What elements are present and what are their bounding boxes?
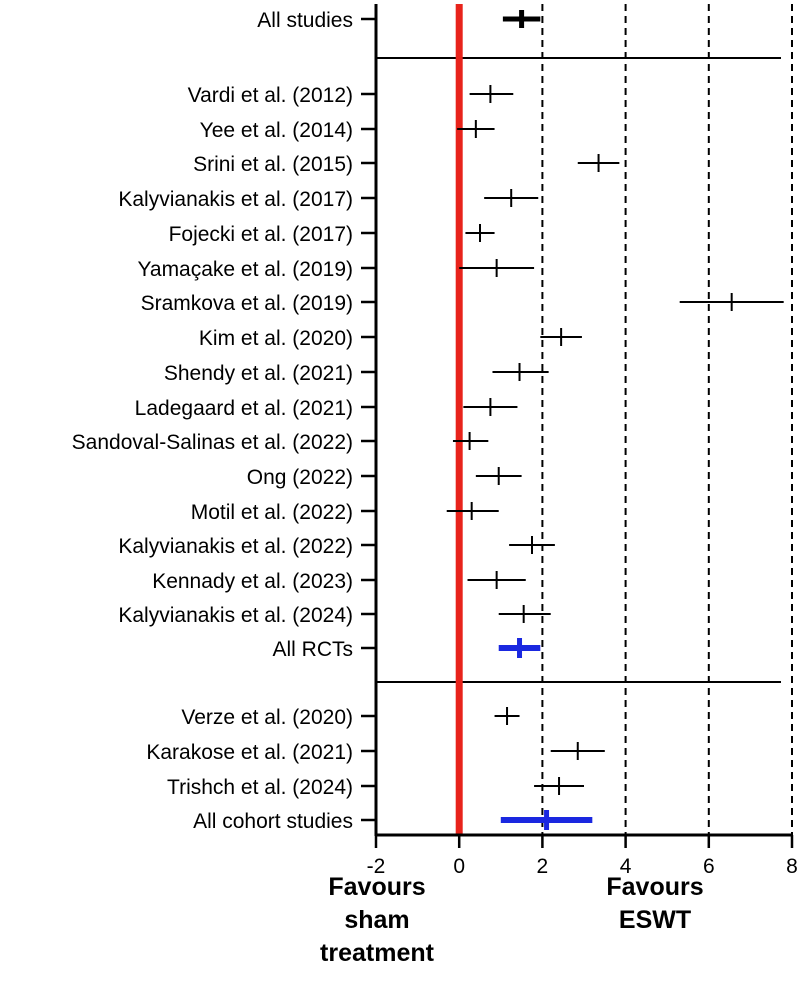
x-tick-label-0: -2 [367,855,386,878]
study-label-fojecki-et-al-2017: Fojecki et al. (2017) [169,223,353,246]
gridlines [541,4,793,835]
x-tick-label-3: 4 [620,855,632,878]
estimate-sramkova-et-al-2019 [679,293,784,311]
estimate-fojecki-et-al-2017 [465,224,495,242]
favours-eswt-line-1: ESWT [619,906,691,934]
study-label-all-cohort-studies: All cohort studies [193,810,353,833]
study-label-kalyvianakis-et-al-2024: Kalyvianakis et al. (2024) [118,604,353,627]
estimate-karakose-et-al-2021 [550,742,605,760]
study-label-yee-et-al-2014: Yee et al. (2014) [200,119,353,142]
estimate-kim-et-al-2020 [540,328,582,346]
study-label-karakose-et-al-2021: Karakose et al. (2021) [146,741,353,764]
study-labels: All studies Vardi et al. (2012) Yee et al.… [72,9,353,833]
estimate-marks [446,10,784,830]
estimate-kalyvianakis-et-al-2024 [498,605,551,623]
study-label-kim-et-al-2020: Kim et al. (2020) [199,327,353,350]
estimate-motil-et-al-2022 [446,502,499,520]
study-label-srini-et-al-2015: Srini et al. (2015) [193,153,353,176]
estimate-trishch-et-al-2024 [534,777,584,795]
study-label-all-rcts: All RCTs [272,638,353,661]
study-label-sandoval-salinas-et-al-2022: Sandoval-Salinas et al. (2022) [72,431,353,454]
study-label-vardi-et-al-2012: Vardi et al. (2012) [188,84,353,107]
estimate-all-studies [502,10,541,28]
estimate-all-cohort-studies [500,810,593,830]
estimate-all-rcts [498,638,541,658]
estimate-verze-et-al-2020 [494,707,520,725]
study-label-all-studies: All studies [257,9,353,32]
favours-sham-line-1: sham [344,906,409,934]
study-label-trishch-et-al-2024: Trishch et al. (2024) [167,776,353,799]
favours-eswt-line-0: Favours [606,873,703,901]
x-tick-label-1: 0 [453,855,465,878]
estimate-vardi-et-al-2012 [469,85,514,103]
estimate-ong-2022 [475,467,522,485]
estimate-srini-et-al-2015 [577,154,620,172]
x-tick-labels: -2 0 2 4 6 8 [367,855,798,878]
favours-sham-line-0: Favours [328,873,425,901]
study-label-verze-et-al-2020: Verze et al. (2020) [181,706,353,729]
study-label-sramkova-et-al-2019: Sramkova et al. (2019) [141,292,353,315]
study-label-kennady-et-al-2023: Kennady et al. (2023) [152,570,353,593]
study-label-kalyvianakis-et-al-2022: Kalyvianakis et al. (2022) [118,535,353,558]
study-label-yama-ake-et-al-2019: Yamaçake et al. (2019) [137,258,353,281]
study-label-kalyvianakis-et-al-2017: Kalyvianakis et al. (2017) [118,188,353,211]
favours-sham-line-2: treatment [320,939,435,967]
axes [361,4,794,848]
estimate-shendy-et-al-2021 [492,363,549,381]
estimate-kalyvianakis-et-al-2022 [509,536,555,554]
favour-annotations: Favours sham treatment Favours ESWT [320,873,704,967]
x-tick-label-5: 8 [786,855,798,878]
x-tick-label-4: 6 [703,855,715,878]
estimate-ladegaard-et-al-2021 [463,398,518,416]
estimate-kalyvianakis-et-al-2017 [484,189,539,207]
estimate-sandoval-salinas-et-al-2022 [452,432,489,450]
group-separators [376,57,781,683]
study-label-ladegaard-et-al-2021: Ladegaard et al. (2021) [135,397,353,420]
estimate-kennady-et-al-2023 [467,571,526,589]
estimate-yee-et-al-2014 [457,120,495,138]
study-label-motil-et-al-2022: Motil et al. (2022) [191,501,353,524]
study-label-ong-2022: Ong (2022) [247,466,353,489]
study-label-shendy-et-al-2021: Shendy et al. (2021) [164,362,353,385]
estimate-yama-ake-et-al-2019 [459,259,535,277]
x-tick-label-2: 2 [537,855,549,878]
